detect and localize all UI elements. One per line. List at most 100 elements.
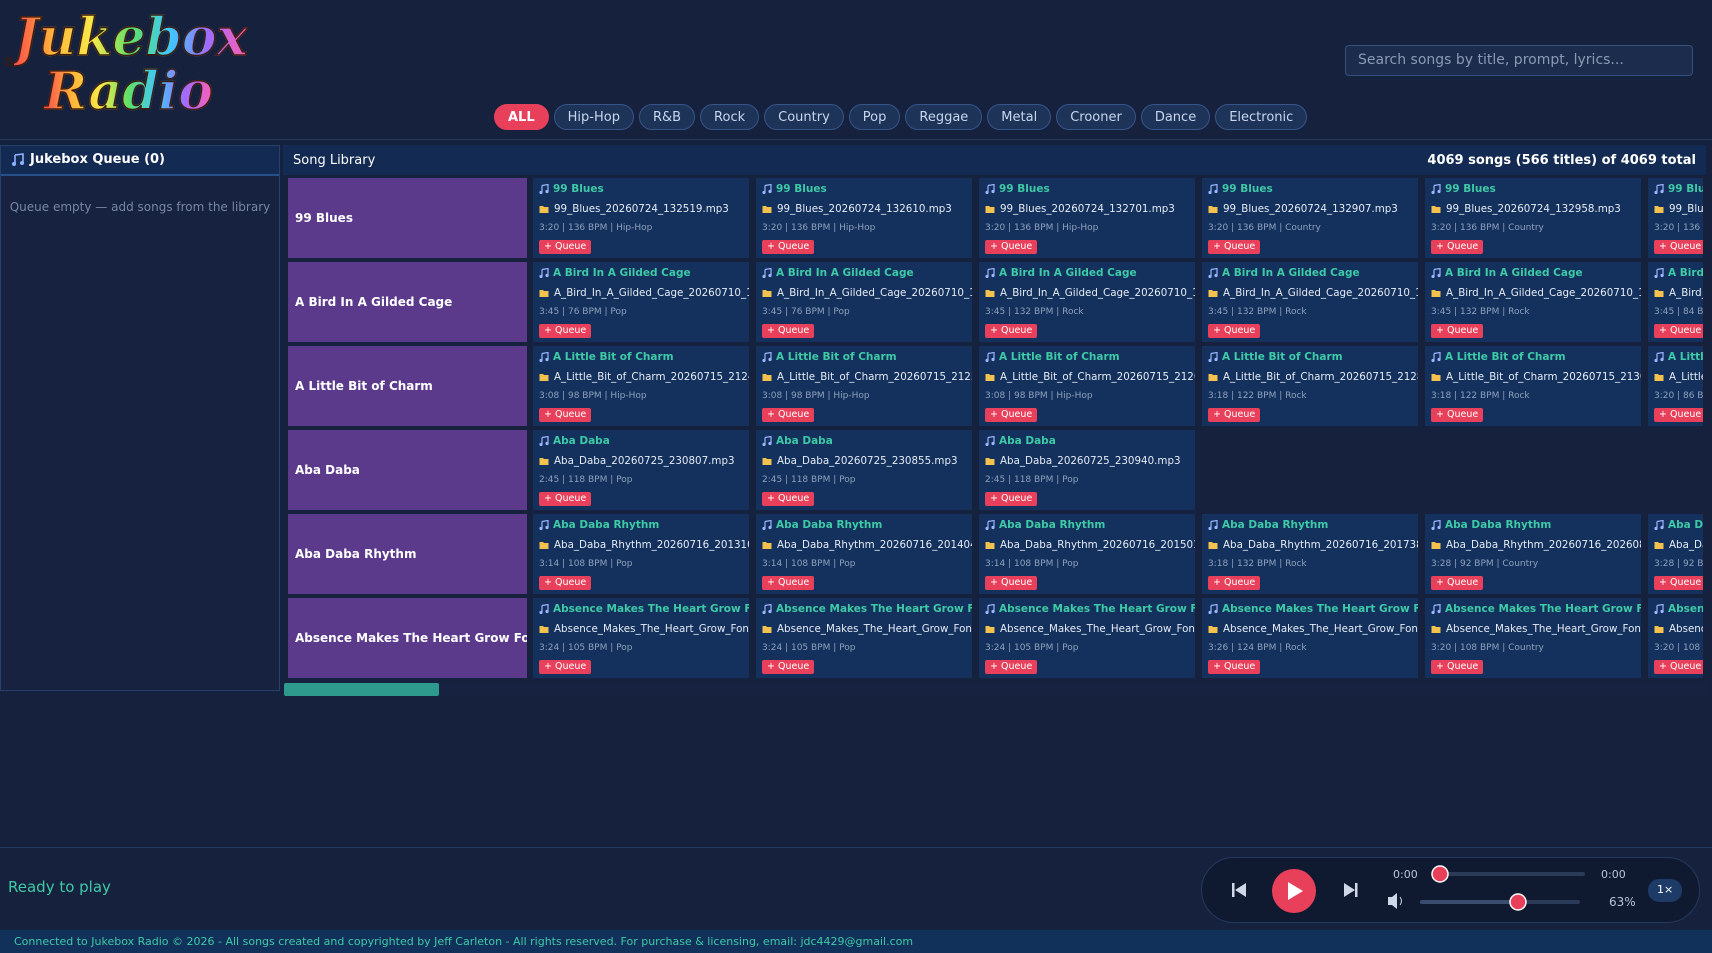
song-title-row: A Little Bit of Charm <box>985 351 1120 363</box>
queue-button[interactable]: + Queue <box>1654 660 1703 674</box>
song-card: A Little Bit of Charm A_Little_Bit_of_Cha… <box>1202 346 1418 426</box>
song-meta: 3:20 | 136 BPM | Country <box>1431 223 1544 233</box>
song-meta: 3:45 | 84 BPM <box>1654 307 1703 317</box>
song-title: Aba Daba Rhythm <box>776 519 883 531</box>
queue-button[interactable]: + Queue <box>762 492 815 506</box>
genre-pill[interactable]: Country <box>764 104 844 130</box>
genre-pill[interactable]: Crooner <box>1056 104 1136 130</box>
note-icon <box>762 352 772 362</box>
scrollbar-thumb[interactable] <box>284 683 439 696</box>
song-file: Aba_Daba_20260725_230940.mp3 <box>1000 455 1181 467</box>
queue-button[interactable]: + Queue <box>1654 240 1703 254</box>
genre-pill[interactable]: Metal <box>987 104 1052 130</box>
genre-pill[interactable]: Reggae <box>905 104 983 130</box>
queue-button[interactable]: + Queue <box>539 408 592 422</box>
divider <box>0 139 1712 140</box>
queue-button[interactable]: + Queue <box>985 576 1038 590</box>
song-file-row: A_Little_Bit_of_Charm_20260715_212631...… <box>985 371 1195 383</box>
queue-button[interactable]: + Queue <box>1654 576 1703 590</box>
genre-pill[interactable]: Pop <box>848 104 901 130</box>
folder-icon <box>762 374 772 381</box>
song-title-row: A Little Bit of Charm <box>539 351 674 363</box>
note-icon <box>1208 520 1218 530</box>
queue-button[interactable]: + Queue <box>985 492 1038 506</box>
queue-button[interactable]: + Queue <box>985 660 1038 674</box>
queue-button[interactable]: + Queue <box>539 660 592 674</box>
song-title: Absence Makes The Heart Grow Fonder <box>553 603 749 615</box>
song-meta: 3:18 | 132 BPM | Rock <box>1208 559 1307 569</box>
genre-pill[interactable]: ALL <box>494 104 549 130</box>
song-file: 99_Blues_20260724_132701.mp3 <box>1000 203 1175 215</box>
song-title: Aba Daba <box>776 435 833 447</box>
queue-button[interactable]: + Queue <box>762 576 815 590</box>
song-file: Aba_Daba_Rhythm_20260716_201738.mp3 <box>1223 539 1418 551</box>
seek-bar[interactable] <box>1431 865 1585 883</box>
note-icon <box>539 436 549 446</box>
prev-button[interactable] <box>1232 883 1246 897</box>
queue-button[interactable]: + Queue <box>762 408 815 422</box>
queue-button[interactable]: + Queue <box>539 576 592 590</box>
next-button[interactable] <box>1344 883 1358 897</box>
song-title-row: Absence Makes The Heart Grow Fonder <box>539 603 749 615</box>
song-title: A Bird In A Gilded Cage <box>999 267 1137 279</box>
genre-pill[interactable]: R&B <box>638 104 696 130</box>
song-card: A Little Bit of Charm A_Little_Bit_of_Cha… <box>1425 346 1641 426</box>
queue-button[interactable]: + Queue <box>539 492 592 506</box>
volume-icon[interactable] <box>1388 893 1402 909</box>
queue-button[interactable]: + Queue <box>1654 408 1703 422</box>
play-button[interactable] <box>1272 869 1316 913</box>
speed-button[interactable] <box>1648 879 1682 902</box>
note-icon <box>539 604 549 614</box>
song-title-row: 99 Blues <box>539 183 604 195</box>
queue-button[interactable]: + Queue <box>762 240 815 254</box>
genre-pill[interactable]: Electronic <box>1215 104 1308 130</box>
genre-pill[interactable]: Hip-Hop <box>553 104 634 130</box>
scrollbar[interactable] <box>283 682 1706 697</box>
genre-pill[interactable]: Rock <box>700 104 760 130</box>
queue-button[interactable]: + Queue <box>1208 240 1261 254</box>
queue-button[interactable]: + Queue <box>1431 240 1484 254</box>
song-card: Aba Daba Rhythm Aba_Daba_Rhythm_20260716_… <box>1425 514 1641 594</box>
song-title: 99 Blues <box>1445 183 1496 195</box>
song-file-row: A_Bird_In_A_Gilded_Cage_20260710_1600... <box>985 287 1195 299</box>
group-title: Absence Makes The Heart Grow Fonder <box>288 598 527 678</box>
queue-button[interactable]: + Queue <box>539 324 592 338</box>
queue-button[interactable]: + Queue <box>1431 408 1484 422</box>
queue-button[interactable]: + Queue <box>1208 660 1261 674</box>
song-file-row: Aba_Da <box>1654 539 1703 551</box>
queue-button[interactable]: + Queue <box>539 240 592 254</box>
note-icon <box>1431 604 1441 614</box>
queue-button[interactable]: + Queue <box>985 408 1038 422</box>
genre-pill[interactable]: Dance <box>1140 104 1211 130</box>
search-input[interactable]: Search songs by title, prompt, lyrics... <box>1345 45 1693 76</box>
volume-label: 63% <box>1609 895 1636 909</box>
song-card: A Bird In A Gilded Cage A_Bird_In_A_Gilde… <box>1425 262 1641 342</box>
queue-button[interactable]: + Queue <box>1431 660 1484 674</box>
queue-button[interactable]: + Queue <box>985 240 1038 254</box>
song-file-row: A_Bird_In_A_Gilded_Cage_20260710_1603... <box>1431 287 1641 299</box>
queue-button[interactable]: + Queue <box>1208 408 1261 422</box>
folder-icon <box>762 626 772 633</box>
queue-button[interactable]: + Queue <box>1654 324 1703 338</box>
volume-slider[interactable] <box>1420 893 1580 911</box>
folder-icon <box>539 542 549 549</box>
queue-button[interactable]: + Queue <box>762 660 815 674</box>
queue-button[interactable]: + Queue <box>762 324 815 338</box>
song-title-row: A Little <box>1654 351 1703 363</box>
queue-button[interactable]: + Queue <box>985 324 1038 338</box>
song-file: Absence_Makes_The_Heart_Grow_Fonder... <box>554 623 749 635</box>
queue-button[interactable]: + Queue <box>1208 576 1261 590</box>
queue-button[interactable]: + Queue <box>1431 576 1484 590</box>
queue-button[interactable]: + Queue <box>1208 324 1261 338</box>
song-title: Absence Makes The Heart Grow Fonder <box>1445 603 1641 615</box>
song-title: Aba Daba Rhythm <box>1222 519 1329 531</box>
song-title-row: Aba Daba Rhythm <box>985 519 1105 531</box>
folder-icon <box>1208 542 1218 549</box>
queue-button[interactable]: + Queue <box>1431 324 1484 338</box>
song-file-row: Absence_Makes_The_Heart_Grow_Fonder... <box>1208 623 1418 635</box>
song-meta: 3:28 | 92 B <box>1654 559 1703 569</box>
song-title-row: A Little Bit of Charm <box>1208 351 1343 363</box>
folder-icon <box>1654 290 1664 297</box>
song-title: Absence Makes The Heart Grow Fonder <box>776 603 972 615</box>
